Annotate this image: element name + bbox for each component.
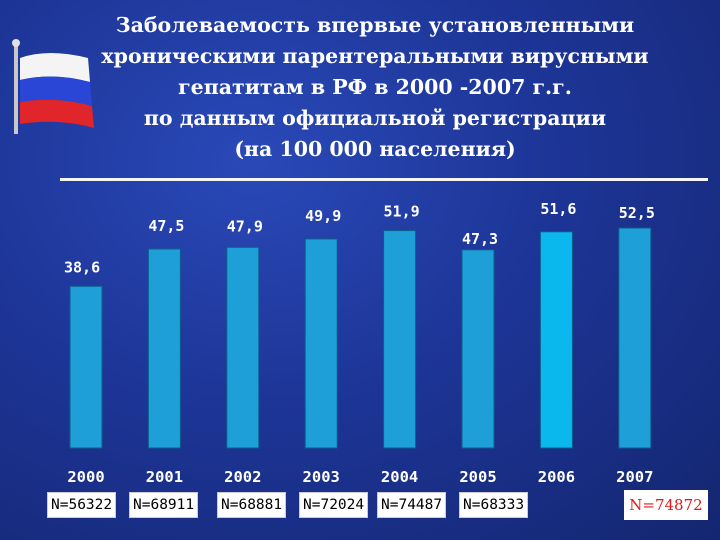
n-value-2001: N=68911	[129, 492, 199, 518]
x-tick-2007: 2007	[616, 468, 653, 486]
bar-2004	[383, 230, 417, 449]
bar-2006	[539, 231, 573, 449]
n-value-2007: N=74872	[624, 490, 708, 520]
bar-2002	[226, 246, 260, 449]
value-label-2000: 38,6	[64, 258, 100, 276]
bar-2000	[69, 285, 103, 449]
x-tick-2000: 2000	[67, 468, 104, 486]
value-label-2005: 47,3	[462, 230, 498, 248]
title-line: Заболеваемость впервые установленными	[115, 13, 635, 37]
n-value-2004: N=74487	[377, 492, 447, 518]
x-tick-2001: 2001	[146, 468, 183, 486]
x-tick-2002: 2002	[224, 468, 261, 486]
value-label-2006: 51,6	[540, 200, 576, 218]
x-tick-2005: 2005	[459, 468, 496, 486]
x-tick-2003: 2003	[303, 468, 340, 486]
title-line: хроническими парентеральными вирусными	[101, 44, 649, 68]
bar-2005	[461, 249, 495, 449]
title-line: (на 100 000 населения)	[234, 137, 516, 161]
title-line: по данным официальной регистрации	[143, 106, 607, 130]
value-label-2004: 51,9	[384, 203, 420, 221]
page-title: Заболеваемость впервые установленными хр…	[95, 10, 655, 165]
russian-flag-icon	[12, 39, 94, 134]
x-tick-2006: 2006	[538, 468, 575, 486]
value-label-2002: 47,9	[227, 217, 263, 235]
value-label-2007: 52,5	[619, 204, 655, 222]
bar-2003	[304, 238, 338, 449]
x-tick-2004: 2004	[381, 468, 418, 486]
n-value-2000: N=56322	[47, 492, 117, 518]
bar-2001	[147, 248, 181, 449]
n-value-2003: N=72024	[299, 492, 369, 518]
bar-2007	[618, 227, 652, 449]
title-divider	[60, 178, 708, 181]
n-value-2002: N=68881	[217, 492, 287, 518]
value-label-2003: 49,9	[305, 207, 341, 225]
n-value-2005: N=68333	[459, 492, 529, 518]
title-line: гепатитам в РФ в 2000 -2007 г.г.	[178, 75, 572, 99]
value-label-2001: 47,5	[148, 217, 184, 235]
